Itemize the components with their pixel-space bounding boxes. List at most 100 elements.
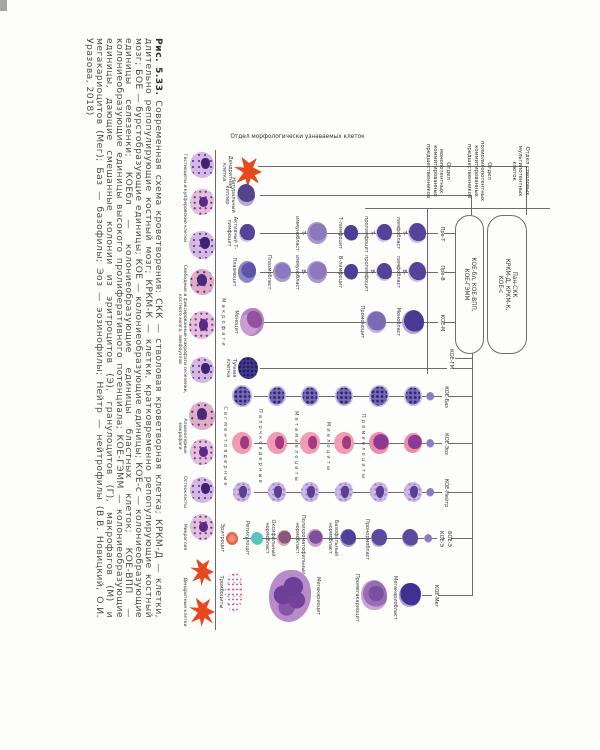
cell [239, 224, 255, 242]
cell [426, 438, 434, 448]
compartment-header: Отдел полиолигопотентных коммитированных пр… [466, 130, 492, 212]
cell [190, 357, 214, 383]
cell [376, 263, 392, 281]
cell-label: Т-лимфоцит [337, 217, 343, 249]
cell [225, 572, 243, 612]
cell [404, 386, 422, 406]
cell-label: Эритроцит [219, 523, 225, 553]
cell [402, 310, 424, 334]
cell-label: Мегакариоцит [315, 577, 321, 616]
cell-label: Полихроматофильный нормобласт [294, 515, 306, 575]
compartment-header-line: Отдел [445, 162, 451, 180]
cell [344, 264, 358, 280]
cell-label: Т-лимфобласт [395, 216, 407, 250]
tissue-cell-label: Микроглия [182, 523, 187, 551]
pill-text-line: КОЕ-ГЭММ [463, 268, 470, 301]
cell-label: Натуральный киллер [224, 177, 236, 213]
cell-label: Т-пролимфоцит [363, 216, 375, 253]
cell [335, 386, 353, 406]
compartment-header-vertical-text: Отдел морфологически узнаваемых клеток [230, 134, 365, 140]
connector-line [472, 352, 473, 596]
branch-label: КОЕ-М [438, 303, 445, 343]
caption-text: Современная схема кроветворения: СКК — с… [84, 38, 164, 618]
cell-label: В-иммунобласт [294, 255, 306, 291]
figure-caption: Рис. 5.33. Современная схема кроветворен… [84, 38, 164, 618]
cell-label: Ретикулоцит [244, 521, 250, 556]
cell [376, 224, 392, 242]
stage-header: Сегментоядерные [222, 406, 228, 488]
cell [426, 487, 434, 497]
branch-label: КОЕ-Баз [442, 377, 449, 417]
dendritic-cell-icon [189, 597, 215, 627]
cell [190, 189, 214, 215]
branch-label: КОЕ-Э [437, 519, 444, 559]
cell-label: В-пролимфоцит [363, 255, 375, 292]
cell [340, 529, 356, 547]
cell [399, 583, 421, 607]
branch-label: БОЕ-Э [445, 519, 452, 559]
cell [424, 533, 432, 543]
cell [240, 308, 264, 336]
stage-header: Метамиелоциты [293, 411, 299, 483]
cell-label: Промегакариоцит [354, 574, 360, 622]
cell-label: Моноцит [233, 310, 239, 334]
cell [238, 357, 258, 379]
cell [189, 311, 215, 339]
cell [269, 570, 311, 622]
cell-label: Тромбоциты [218, 575, 224, 609]
cell [371, 529, 387, 547]
cell-label: Монобласт [395, 307, 401, 337]
branch-label: КОЕ-ГМ [447, 339, 454, 379]
cell-label: Т-иммунобласт [294, 216, 306, 252]
progenitor-pill: КОЕ-бл, КОЕ-ВПП, КОЕ-ГЭММ [455, 215, 484, 354]
dendritic-cell-icon [190, 558, 214, 586]
cell [189, 402, 215, 430]
cell [238, 261, 256, 283]
compartment-header-line: клеток [510, 161, 517, 181]
cell [237, 184, 255, 206]
cell [335, 482, 353, 502]
cell [369, 432, 389, 454]
connector-line [260, 368, 473, 369]
cell-label: Пронормобласт [364, 519, 370, 561]
cell [402, 529, 418, 547]
cell-label: Мегакариобласт [392, 576, 398, 620]
connector-line [427, 208, 428, 374]
branch-label: КОЕ-Эоз [442, 424, 449, 464]
branch-label: КОЕ-Мег [432, 576, 439, 616]
cell [369, 385, 389, 407]
cell [268, 386, 286, 406]
cell-label: Промоноцит [359, 305, 365, 339]
compartment-header-line: предшественников [466, 143, 473, 199]
cell [366, 311, 386, 333]
branch-label: Пре-В [438, 253, 445, 293]
tissue-cell-label: Дендритные клетки [182, 577, 187, 627]
cell [404, 482, 422, 502]
cell [301, 386, 319, 406]
cell [267, 432, 287, 454]
compartment-header-line: Отдел [486, 162, 492, 180]
compartment-header-line: полиолигопотентных [479, 140, 486, 201]
stage-header: Миелоциты [325, 421, 331, 473]
cell [344, 225, 358, 241]
compartment-header: Отдел монопотентных коммитированных предшес… [425, 130, 451, 212]
cell [404, 433, 422, 453]
cell [426, 391, 434, 401]
cell [190, 152, 214, 178]
connector-line [422, 595, 473, 596]
cell [301, 482, 319, 502]
cell [251, 531, 263, 545]
pill-text-line: КОЕ-бл, КОЕ-ВПП, [470, 257, 477, 312]
cell [307, 222, 327, 244]
compartment-header-line: коммитированных [472, 145, 479, 197]
progenitor-pill: Пан-СКК КРКМ-Д, КРКМ-К, КОЕ-с [487, 215, 527, 354]
cell [273, 262, 291, 282]
compartment-header-line: предшественников [425, 143, 432, 199]
cell [232, 432, 252, 454]
branch-label: Пре-Т [438, 214, 445, 254]
stage-header: Палочкоядерные [257, 409, 263, 485]
connector-line [215, 150, 216, 630]
cell [277, 530, 291, 546]
